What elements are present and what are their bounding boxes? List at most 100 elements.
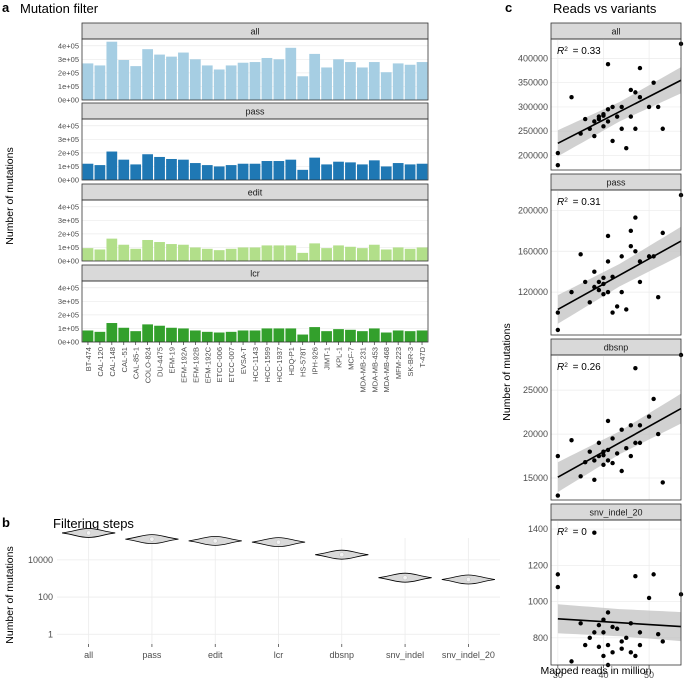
- bar-all-JIMT-1: [321, 67, 332, 100]
- y-tick-label: 0e+00: [58, 257, 79, 266]
- facet-strip-label: all: [250, 27, 259, 37]
- x-tick-label: lcr: [274, 650, 284, 660]
- y-tick-label: 0e+00: [58, 338, 79, 347]
- point-dbsnp: [578, 474, 583, 479]
- x-tick-label: MDA-MB-231: [358, 347, 367, 392]
- bar-edit-MCF-7: [345, 246, 356, 261]
- point-snv_indel_20: [624, 635, 629, 641]
- facet-frame: [81, 118, 429, 181]
- point-pass: [655, 295, 661, 300]
- point-all: [628, 114, 634, 119]
- bar-edit-HCC-1599: [261, 245, 273, 261]
- point-all: [660, 126, 665, 131]
- point-all: [605, 107, 611, 112]
- bar-pass-CAL-120: [94, 165, 106, 180]
- violin-median-all: [86, 530, 92, 536]
- y-tick-label: 120000: [518, 287, 548, 297]
- point-all: [646, 104, 652, 110]
- point-dbsnp: [660, 480, 665, 485]
- point-snv_indel_20: [651, 572, 656, 577]
- violin-median-dbsnp: [339, 552, 345, 558]
- point-all: [610, 138, 615, 144]
- bar-lcr-HCC-1143: [249, 330, 261, 342]
- bar-pass-HCC-1599: [261, 161, 273, 180]
- point-pass: [633, 215, 638, 220]
- bar-pass-IPH-926: [309, 157, 321, 180]
- point-snv_indel_20: [614, 626, 620, 631]
- bar-edit-MDA-MB-231: [357, 248, 368, 261]
- x-tick-label: CAL-148: [108, 347, 117, 377]
- bar-pass-KPL-1: [333, 161, 344, 180]
- y-tick-label: 1200: [528, 560, 548, 570]
- bar-all-HCC-1599: [261, 57, 273, 100]
- bar-lcr-MDA-MB-468: [380, 332, 392, 342]
- point-pass: [628, 228, 634, 234]
- bar-edit-CAL-120: [94, 249, 106, 261]
- facet-strip-label: dbsnp: [604, 343, 629, 353]
- bar-pass-ETCC-007: [225, 165, 237, 180]
- panel-c-xlabel: Mapped reads in million: [541, 665, 652, 677]
- point-all: [596, 114, 602, 119]
- y-tick-label: 10000: [28, 555, 53, 565]
- bar-all-EFM-192B: [189, 59, 201, 100]
- point-dbsnp: [624, 445, 629, 451]
- x-tick-label: dbsnp: [330, 650, 355, 660]
- panel-b-label: b: [2, 515, 10, 530]
- y-tick-label: 1e+05: [58, 324, 79, 333]
- point-snv_indel_20: [633, 573, 638, 579]
- point-snv_indel_20: [596, 644, 602, 650]
- point-pass: [610, 274, 615, 279]
- facet-frame: [550, 38, 682, 171]
- r2-symbol: R: [557, 197, 564, 208]
- bar-lcr-MDA-MB-231: [357, 331, 368, 342]
- bar-lcr-IPH-926: [309, 327, 321, 342]
- y-tick-label: 1e+05: [58, 82, 79, 91]
- bar-all-MCF-7: [345, 62, 356, 100]
- bar-all-ETCC-006: [213, 69, 225, 100]
- x-tick-label: all: [84, 650, 93, 660]
- y-tick-label: 3e+05: [58, 55, 79, 64]
- bar-edit-COLO-824: [142, 239, 153, 261]
- bar-all-HCC-1143: [249, 62, 261, 100]
- point-dbsnp: [596, 453, 602, 459]
- bar-pass-BT-474: [82, 163, 94, 180]
- bar-lcr-KPL-1: [333, 329, 344, 342]
- point-snv_indel_20: [628, 621, 634, 626]
- point-pass: [605, 233, 611, 239]
- point-all: [555, 162, 561, 168]
- bar-all-T-47D: [416, 62, 428, 100]
- x-tick-label: JIMT-1: [323, 347, 332, 370]
- point-all: [605, 62, 611, 67]
- violin-median-edit: [212, 538, 218, 544]
- y-tick-label: 4e+05: [58, 121, 79, 130]
- point-pass: [601, 281, 606, 287]
- bar-edit-ETCC-006: [213, 250, 225, 261]
- bar-all-MFM-223: [392, 63, 404, 100]
- point-dbsnp: [605, 418, 611, 424]
- bar-lcr-T-47D: [416, 330, 428, 342]
- point-dbsnp: [601, 452, 606, 458]
- point-all: [587, 126, 592, 131]
- point-pass: [583, 279, 588, 285]
- point-snv_indel_20: [633, 653, 638, 659]
- x-tick-label: 50: [644, 670, 654, 680]
- x-tick-label: SK-BR-3: [406, 347, 415, 377]
- bar-lcr-EFM-192B: [189, 330, 201, 342]
- point-snv_indel_20: [601, 630, 606, 635]
- point-pass: [624, 307, 629, 312]
- bar-lcr-DU-4475: [154, 325, 165, 342]
- point-dbsnp: [646, 414, 652, 419]
- bar-edit-EFM-192A: [178, 244, 189, 261]
- point-pass: [601, 275, 606, 281]
- bar-lcr-MFM-223: [392, 330, 404, 342]
- bar-pass-MFM-223: [392, 163, 404, 180]
- point-dbsnp: [628, 453, 634, 459]
- y-tick-label: 3e+05: [58, 216, 79, 225]
- bar-edit-BT-474: [82, 248, 94, 261]
- bar-lcr-COLO-824: [142, 324, 153, 342]
- y-tick-label: 100: [38, 592, 53, 602]
- point-all: [633, 126, 638, 131]
- panel-a-title: Mutation filter: [20, 1, 99, 16]
- bar-lcr-SK-BR-3: [404, 331, 416, 342]
- bar-lcr-CAL-148: [106, 323, 118, 342]
